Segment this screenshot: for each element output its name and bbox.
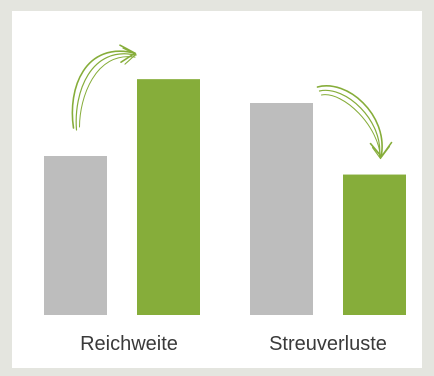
arrow-up-reichweite (71, 44, 137, 131)
bar-chart: Reichweite Streuverluste (44, 44, 406, 355)
bar-reichweite-2 (137, 79, 200, 316)
bar-streuverluste-2 (343, 174, 406, 315)
category-label-reichweite: Reichweite (80, 333, 178, 355)
arrows-layer (71, 44, 393, 160)
bars-layer (44, 79, 406, 316)
chart-panel: Reichweite Streuverluste (12, 11, 422, 368)
bar-streuverluste-1 (250, 103, 313, 315)
bar-reichweite-1 (44, 156, 107, 315)
arrow-down-streuverluste (316, 85, 393, 160)
category-label-streuverluste: Streuverluste (269, 333, 387, 355)
